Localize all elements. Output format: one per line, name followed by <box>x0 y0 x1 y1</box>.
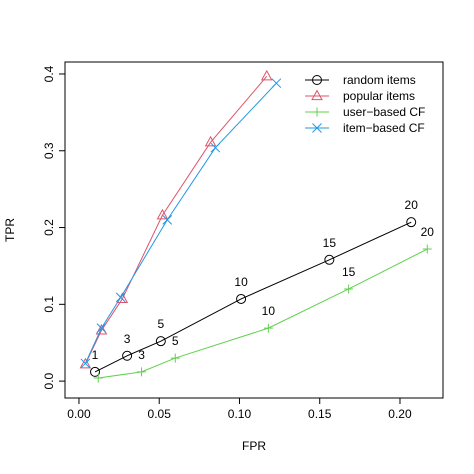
point <box>156 208 169 220</box>
point <box>79 357 92 369</box>
point-label: 10 <box>234 275 248 289</box>
legend-marker <box>312 107 322 117</box>
series-line <box>84 75 268 365</box>
point <box>96 323 107 333</box>
x-tick-label: 0.20 <box>388 407 412 421</box>
legend-marker <box>312 75 322 85</box>
point-label: 3 <box>138 348 145 362</box>
point-label: 15 <box>323 236 337 250</box>
point <box>93 373 103 383</box>
y-tick-label: 0.2 <box>42 219 56 236</box>
point <box>210 142 221 153</box>
point <box>170 353 180 363</box>
y-tick-label: 0.4 <box>42 65 56 82</box>
legend-label: item−based CF <box>343 121 425 135</box>
point <box>162 215 173 225</box>
point <box>90 366 101 377</box>
point <box>122 350 133 361</box>
y-tick-label: 0.1 <box>42 296 56 313</box>
legend-marker <box>312 123 322 133</box>
point-label: 20 <box>405 198 419 212</box>
legend-label: user−based CF <box>343 105 425 119</box>
point <box>137 367 147 377</box>
point-label: 10 <box>262 304 276 318</box>
point-label: 15 <box>342 265 356 279</box>
point-label: 20 <box>421 225 435 239</box>
point-label: 5 <box>157 317 164 331</box>
x-tick-label: 0.05 <box>148 407 172 421</box>
x-axis-label: FPR <box>242 439 266 453</box>
point <box>80 358 91 369</box>
point <box>344 284 354 294</box>
legend-label: random items <box>343 73 416 87</box>
point <box>422 244 432 254</box>
point <box>260 69 273 81</box>
point <box>406 217 417 228</box>
point <box>115 292 126 303</box>
point <box>155 336 166 347</box>
point <box>204 135 217 147</box>
x-tick-label: 0.10 <box>228 407 252 421</box>
y-axis-label: TPR <box>3 218 17 242</box>
point <box>95 323 108 335</box>
series-line <box>84 82 277 364</box>
point <box>271 78 282 89</box>
point <box>263 323 273 333</box>
y-tick-label: 0.3 <box>42 142 56 159</box>
series-line <box>98 248 428 379</box>
x-tick-label: 0.00 <box>67 407 91 421</box>
point-label: 5 <box>172 334 179 348</box>
legend-label: popular items <box>343 89 415 103</box>
point <box>324 254 335 265</box>
point <box>236 293 247 304</box>
y-tick-label: 0.0 <box>42 372 56 389</box>
legend-marker <box>311 89 323 101</box>
point-label: 1 <box>92 348 99 362</box>
x-tick-label: 0.15 <box>308 407 332 421</box>
series-line <box>94 221 412 373</box>
point-label: 3 <box>124 332 131 346</box>
